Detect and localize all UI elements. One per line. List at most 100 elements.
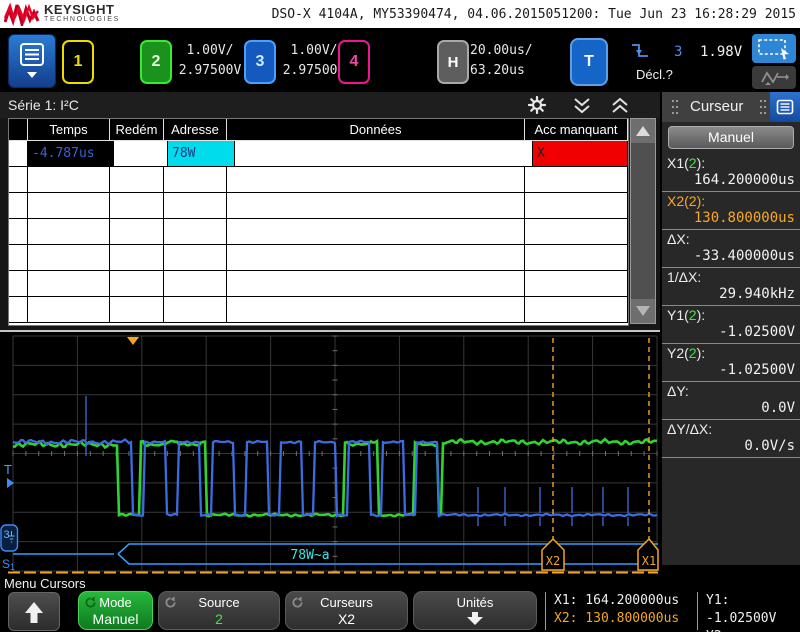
scroll-up-button[interactable] [631, 119, 655, 143]
softkey-source-label: Source [198, 595, 240, 610]
waveform-drag-button[interactable] [752, 66, 796, 89]
scroll-up-icon [636, 126, 650, 136]
y2-readout: Y2: -1.02500V [706, 628, 800, 632]
col-header-adresse: Adresse [164, 119, 227, 141]
channel-3-readout: 1.00V/ 2.97500V [278, 41, 350, 81]
keysight-logo-icon [4, 2, 40, 26]
table-row-empty[interactable] [9, 271, 628, 297]
table-row-empty[interactable] [9, 245, 628, 271]
svg-text:X2: X2 [546, 554, 560, 568]
table-row-empty[interactable] [9, 219, 628, 245]
cursor-readout-row: 1/ΔX: 29.940kHz [662, 268, 800, 306]
grip-handle-left [672, 100, 674, 102]
channel-3-button[interactable]: 3 [244, 40, 276, 84]
channel-2-button[interactable]: 2 [140, 40, 172, 84]
trigger-level-marker-icon[interactable] [7, 478, 14, 488]
adresse-cell: 78W [168, 141, 235, 167]
timebase-scale: 20.00us/ [470, 43, 533, 58]
donnees-cell [235, 141, 533, 167]
row-marker-cell [9, 141, 28, 167]
cursor-panel-header[interactable]: Curseur [662, 92, 800, 122]
softkey-units[interactable]: Unités [413, 591, 537, 630]
softkey-units-label: Unités [456, 595, 494, 610]
channel-bar: 1 2 1.00V/ 2.97500V 3 1.00V/ 2.97500V 4 … [0, 28, 800, 92]
table-row-selected[interactable]: -4.787us 78W X [9, 141, 628, 167]
channel-4-button[interactable]: 4 [338, 40, 370, 84]
cursor-mode-button[interactable]: Manuel [668, 126, 794, 149]
trigger-button[interactable]: T [570, 38, 608, 86]
svg-text:X1: X1 [642, 554, 656, 568]
temps-cell: -4.787us [28, 141, 114, 167]
cycle-icon [85, 596, 96, 608]
table-row-empty[interactable] [9, 297, 628, 323]
arrow-down-icon [467, 612, 483, 625]
trigger-status: Décl.? [636, 67, 673, 82]
x2-readout: X2: 130.800000us [554, 611, 680, 626]
dashed-rect-select-icon [758, 38, 789, 59]
hamburger-menu-icon [20, 43, 44, 78]
table-row-empty[interactable] [9, 167, 628, 193]
channel-3-offset: 2.97500V [282, 63, 346, 78]
menu-back-button[interactable] [8, 592, 60, 631]
softkey-cursors-label: Curseurs [320, 595, 373, 610]
channel-3-ground-marker[interactable]: 3 [0, 524, 19, 552]
decode-bubble-label: 78W~a [290, 548, 329, 563]
softkey-menu: Menu Cursors Mode Manuel Source 2 [0, 575, 800, 632]
brand-name: KEYSIGHT [44, 2, 115, 17]
table-row-empty[interactable] [9, 193, 628, 219]
col-header-temps: Temps [28, 119, 110, 141]
serial-panel-header: Série 1: I²C [0, 92, 660, 118]
scroll-down-button[interactable] [631, 299, 655, 323]
softkey-source-value: 2 [215, 611, 223, 627]
panel-menu-icon [776, 99, 794, 115]
arrow-up-icon [25, 601, 43, 623]
cursor-readout-row: X1(2): 164.200000us [662, 154, 800, 192]
softkey-cursors[interactable]: Curseurs X2 [285, 591, 408, 630]
channel-3-marker-label: 3 [4, 529, 10, 541]
cursor-panel-menu-button[interactable] [770, 92, 800, 122]
cursor-x2-flag[interactable]: X2 [541, 537, 565, 571]
col-header-marker [9, 119, 28, 141]
cursor-x1-flag[interactable]: X1 [637, 537, 659, 571]
main-menu-button[interactable] [8, 34, 56, 88]
channel-1-button[interactable]: 1 [62, 40, 94, 84]
y1-readout: Y1: -1.02500V [706, 593, 777, 626]
gear-icon[interactable] [528, 96, 546, 114]
redem-cell [114, 141, 168, 167]
lister-table: Temps Redém Adresse Données Acc manquant… [8, 118, 629, 326]
cursor-readouts: X1(2): 164.200000us X2(2): 130.800000us ΔX: -… [662, 154, 800, 458]
channel-2-offset: 2.97500V [178, 63, 242, 78]
col-header-acc: Acc manquant [525, 119, 628, 141]
cursor-readout-row: ΔX: -33.400000us [662, 230, 800, 268]
falling-edge-trigger-icon [632, 44, 648, 57]
softkey-mode[interactable]: Mode Manuel [78, 591, 153, 630]
serial-source-marker: S1 [2, 557, 15, 572]
col-header-redem: Redém [110, 119, 164, 141]
trigger-source: 3 [674, 44, 683, 60]
cursor-readout-row: ΔY: 0.0V [662, 382, 800, 420]
brand-subtitle: TECHNOLOGIES [44, 16, 121, 23]
zoom-select-button[interactable] [752, 34, 796, 63]
trigger-level-marker-label: T [4, 462, 12, 477]
chevron-double-down-icon[interactable] [572, 98, 592, 114]
horizontal-button[interactable]: H [437, 40, 469, 84]
softkey-source[interactable]: Source 2 [158, 591, 280, 630]
cursor-readout-row: Y2(2): -1.02500V [662, 344, 800, 382]
cursor-readout-row: X2(2): 130.800000us [662, 192, 800, 230]
lister-scrollbar[interactable] [630, 118, 656, 324]
cursor-readout-row: ΔY/ΔX: 0.0V/s [662, 420, 800, 458]
serial-panel-title: Série 1: I²C [8, 97, 79, 113]
menu-title: Menu Cursors [4, 576, 86, 591]
waveform-display[interactable]: 78W~a T 3 S1 X2 X1 [0, 330, 660, 575]
decode-bubble [117, 543, 658, 565]
trigger-level: 1.98V [700, 44, 743, 60]
chevron-double-up-icon[interactable] [610, 98, 630, 114]
serial-lister-panel: Série 1: I²C Temps Redém Adresse Données [0, 92, 660, 330]
trigger-time-marker-icon[interactable] [127, 337, 139, 345]
timebase-delay: 63.20us [470, 63, 525, 78]
horizontal-readout: 20.00us/ 63.20us [470, 41, 550, 81]
cursor-panel-title: Curseur [690, 98, 744, 115]
system-bar: KEYSIGHT TECHNOLOGIES DSO-X 4104A, MY533… [0, 0, 800, 28]
lister-header-row: Temps Redém Adresse Données Acc manquant [9, 119, 628, 141]
